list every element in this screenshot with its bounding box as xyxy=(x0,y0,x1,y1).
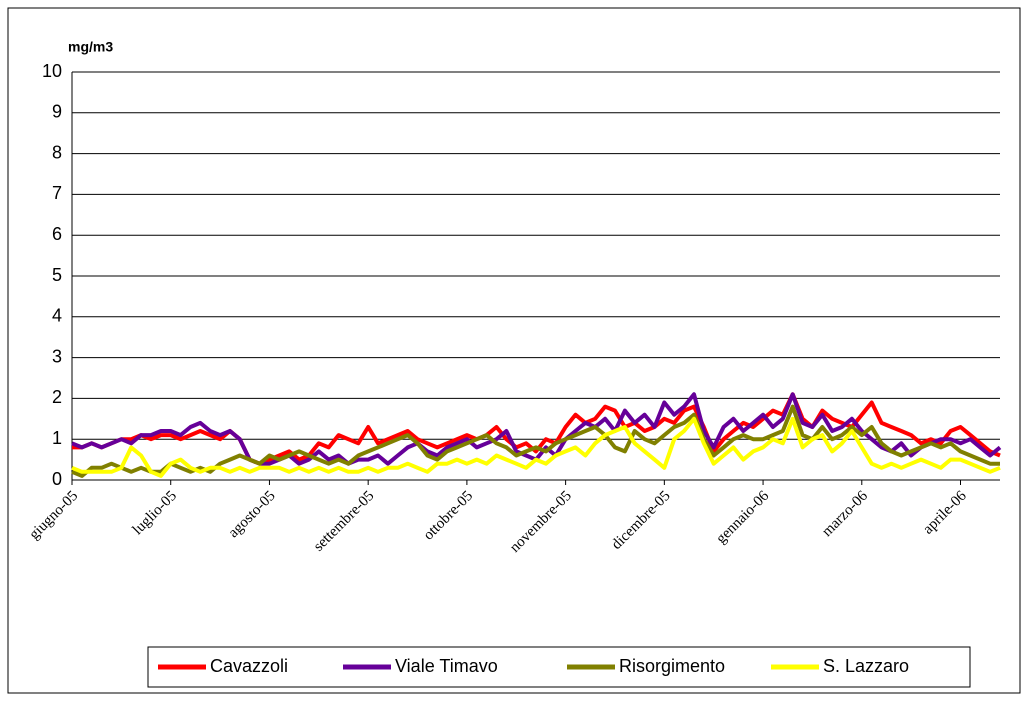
y-tick-label: 2 xyxy=(52,387,62,407)
chart-border xyxy=(7,7,1021,694)
y-tick-label: 9 xyxy=(52,102,62,122)
y-tick-label: 10 xyxy=(42,61,62,81)
y-tick-label: 0 xyxy=(52,469,62,489)
series-line xyxy=(71,404,1000,478)
y-tick-label: 4 xyxy=(52,306,62,326)
y-tick-label: 8 xyxy=(52,142,62,162)
y-tick-label: 1 xyxy=(52,428,62,448)
y-tick-label: 6 xyxy=(52,224,62,244)
legend-label: Viale Timavo xyxy=(395,656,498,676)
y-tick-label: 7 xyxy=(52,183,62,203)
y-tick-label: 5 xyxy=(52,265,62,285)
legend-label: S. Lazzaro xyxy=(823,656,909,676)
legend-label: Risorgimento xyxy=(619,656,725,676)
series-line xyxy=(71,416,1001,478)
y-axis-label: mg/m3 xyxy=(68,39,113,55)
legend-box xyxy=(147,646,971,688)
legend-label: Cavazzoli xyxy=(210,656,288,676)
y-tick-label: 3 xyxy=(52,346,62,366)
